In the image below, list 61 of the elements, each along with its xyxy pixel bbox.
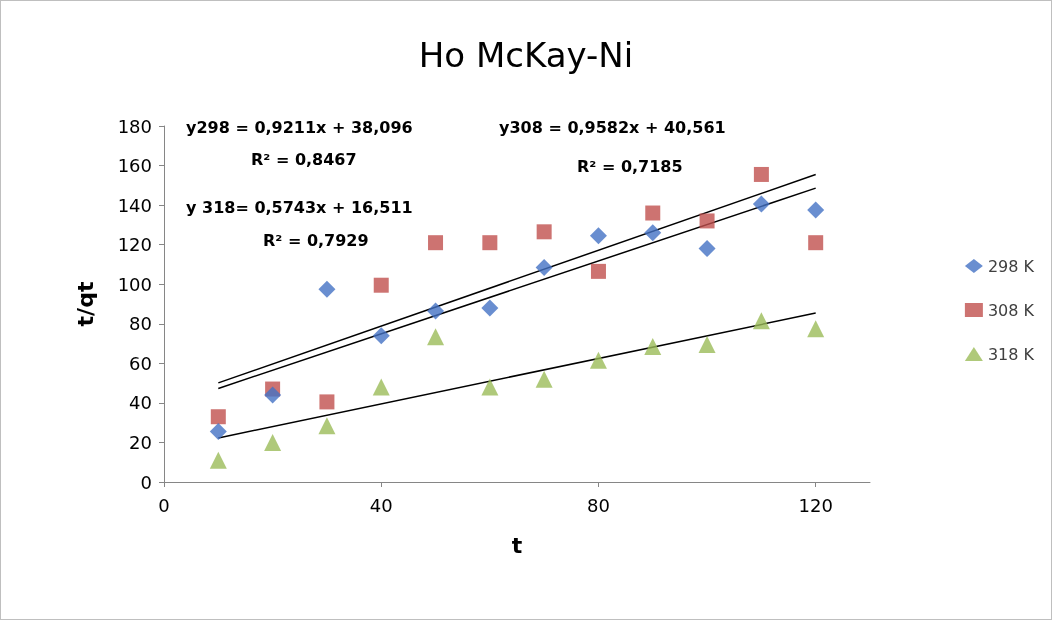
point xyxy=(589,351,607,369)
point xyxy=(808,235,824,251)
point xyxy=(209,451,227,469)
y-tick-label: 20 xyxy=(129,431,152,453)
legend-label: 308 K xyxy=(987,300,1035,320)
y-tick-label: 60 xyxy=(129,352,152,374)
y-tick-label: 0 xyxy=(140,471,152,493)
point xyxy=(427,328,445,346)
y-tick-label: 40 xyxy=(129,392,152,414)
annotation: y 318= 0,5743x + 16,511 xyxy=(186,197,413,217)
point xyxy=(535,370,553,388)
legend-label: 298 K xyxy=(987,256,1035,276)
point xyxy=(699,213,715,229)
point xyxy=(481,299,499,317)
point xyxy=(645,205,661,221)
point xyxy=(427,302,445,320)
annotation: y308 = 0,9582x + 40,561 xyxy=(499,117,726,137)
y-tick-label: 80 xyxy=(129,313,152,335)
x-tick-label: 40 xyxy=(369,494,393,516)
point xyxy=(698,336,716,354)
x-tick-label: 80 xyxy=(587,494,610,516)
point xyxy=(481,378,499,396)
y-axis-title: t/qt xyxy=(72,281,98,327)
annotation: R² = 0,7185 xyxy=(577,156,683,176)
point xyxy=(373,277,389,293)
point xyxy=(752,195,770,213)
point xyxy=(264,386,282,404)
y-tick-label: 180 xyxy=(117,115,152,137)
point xyxy=(319,394,335,410)
point xyxy=(590,263,606,279)
point xyxy=(807,201,825,219)
x-tick-label: 120 xyxy=(798,494,833,516)
point xyxy=(535,258,553,276)
point xyxy=(210,409,226,425)
point xyxy=(264,433,282,451)
point xyxy=(698,240,716,258)
annotation: R² = 0,8467 xyxy=(251,149,357,169)
x-axis-title: t xyxy=(511,532,523,558)
point xyxy=(318,280,336,298)
legend-label: 318 K xyxy=(987,344,1035,364)
y-tick-label: 120 xyxy=(117,234,152,256)
chart-title: Ho McKay-Ni xyxy=(418,35,634,75)
x-tick-label: 0 xyxy=(158,494,170,516)
point xyxy=(372,378,390,396)
point xyxy=(589,227,607,245)
point xyxy=(752,312,770,330)
annotation: R² = 0,7929 xyxy=(263,230,369,250)
point xyxy=(209,423,227,441)
point xyxy=(428,235,444,251)
y-tick-label: 100 xyxy=(117,273,152,295)
point xyxy=(482,235,498,251)
point xyxy=(372,327,390,345)
point xyxy=(753,166,769,182)
point xyxy=(644,224,662,242)
point xyxy=(807,320,825,338)
y-tick-label: 140 xyxy=(117,194,152,216)
point xyxy=(536,224,552,240)
point xyxy=(318,417,336,435)
annotation: y298 = 0,9211x + 38,096 xyxy=(186,117,413,137)
y-tick-label: 160 xyxy=(117,155,152,177)
point xyxy=(644,338,662,356)
